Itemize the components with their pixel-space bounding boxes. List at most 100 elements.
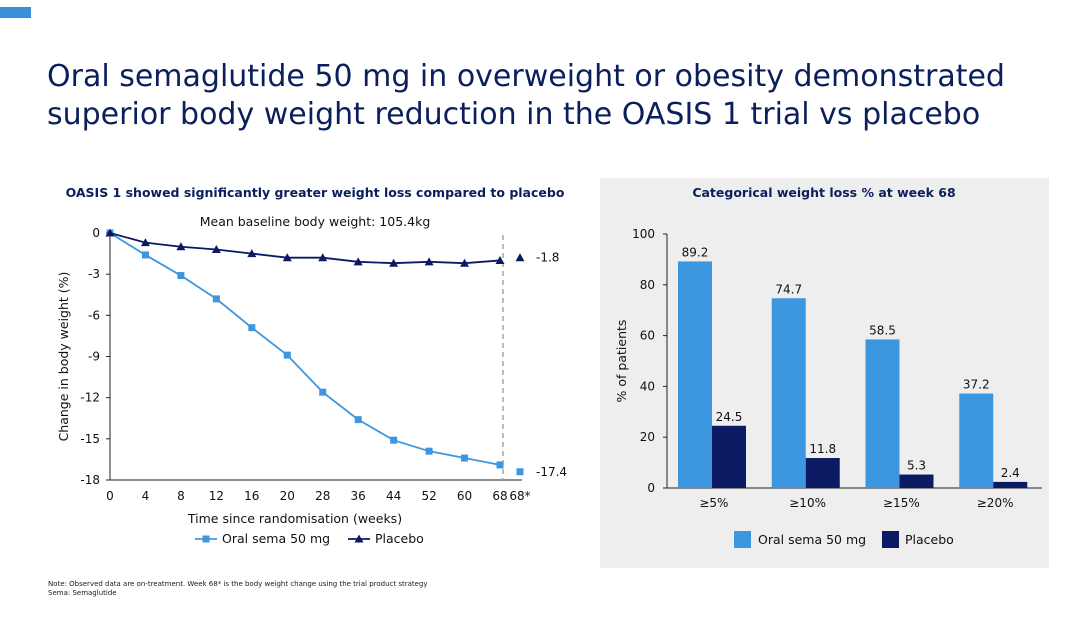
data-point-placebo bbox=[105, 228, 115, 237]
legend-marker-placebo bbox=[354, 534, 364, 543]
line-chart-x-tick-label: 60 bbox=[457, 489, 472, 503]
data-point-placebo bbox=[389, 258, 399, 267]
accent-bar bbox=[0, 7, 31, 18]
legend-swatch-oral-sema bbox=[734, 531, 751, 548]
data-point-placebo bbox=[140, 238, 150, 247]
end-marker-oral-sema bbox=[516, 468, 524, 476]
line-chart-y-tick-label: -15 bbox=[80, 432, 100, 446]
bar-value-label-placebo: 2.4 bbox=[1001, 466, 1020, 480]
line-chart-x-tick-label: 28 bbox=[315, 489, 330, 503]
bar-chart-title: Categorical weight loss % at week 68 bbox=[692, 185, 955, 200]
bar-placebo bbox=[805, 458, 840, 488]
bar-chart-category-label: ≥20% bbox=[977, 496, 1014, 510]
series-line-placebo bbox=[109, 232, 501, 265]
data-point-placebo bbox=[460, 258, 470, 267]
data-point-oral-sema bbox=[461, 454, 469, 462]
series-placebo: -1.8 bbox=[105, 228, 559, 267]
data-point-oral-sema bbox=[390, 436, 398, 444]
legend-label-oral-sema: Oral sema 50 mg bbox=[758, 532, 866, 547]
line-chart-x-tick-label: 68* bbox=[509, 489, 530, 503]
bar-value-label-oral-sema: 89.2 bbox=[682, 245, 709, 259]
legend-label-oral-sema: Oral sema 50 mg bbox=[222, 531, 330, 546]
data-point-oral-sema bbox=[425, 447, 433, 455]
series-oral-sema: -17.4 bbox=[106, 229, 567, 479]
data-point-placebo bbox=[318, 253, 328, 262]
line-chart-x-tick-label: 0 bbox=[106, 489, 114, 503]
line-chart-x-tick-label: 52 bbox=[421, 489, 436, 503]
line-chart-x-label: Time since randomisation (weeks) bbox=[187, 511, 402, 526]
footnote: Note: Observed data are on-treatment. We… bbox=[48, 580, 428, 598]
legend-marker-oral-sema bbox=[202, 535, 210, 543]
data-point-placebo bbox=[495, 255, 505, 264]
series-line-oral-sema bbox=[109, 232, 501, 466]
data-point-placebo bbox=[211, 244, 221, 253]
line-chart-x-tick-label: 16 bbox=[244, 489, 259, 503]
bar-chart-panel bbox=[600, 178, 1049, 568]
data-point-oral-sema bbox=[319, 388, 327, 396]
bar-oral-sema bbox=[959, 393, 994, 488]
data-point-oral-sema bbox=[283, 351, 291, 359]
data-point-placebo bbox=[424, 257, 434, 266]
bar-value-label-oral-sema: 58.5 bbox=[869, 323, 896, 337]
line-chart-x-tick-label: 8 bbox=[177, 489, 185, 503]
bar-placebo bbox=[993, 481, 1028, 488]
bar-placebo bbox=[899, 474, 934, 488]
bar-value-label-placebo: 5.3 bbox=[907, 459, 926, 473]
bar-value-label-oral-sema: 37.2 bbox=[963, 378, 990, 392]
page-title-line-1: Oral semaglutide 50 mg in overweight or … bbox=[47, 59, 1005, 94]
data-point-oral-sema bbox=[354, 416, 362, 424]
bar-chart-category-label: ≥5% bbox=[699, 496, 728, 510]
end-label-oral-sema: -17.4 bbox=[536, 465, 567, 479]
line-chart-y-tick-label: -3 bbox=[88, 267, 100, 281]
data-point-oral-sema bbox=[496, 461, 504, 469]
line-chart-y-tick-label: -6 bbox=[88, 308, 100, 322]
bar-chart-y-tick-label: 60 bbox=[640, 329, 655, 343]
bar-chart: Categorical weight loss % at week 68 0 20 4… bbox=[614, 185, 1042, 548]
data-point-oral-sema bbox=[177, 272, 185, 280]
bar-chart-y-tick-label: 40 bbox=[640, 379, 655, 393]
line-chart-x-tick-label: 36 bbox=[351, 489, 366, 503]
line-chart-x-tick-label: 20 bbox=[280, 489, 295, 503]
line-chart-y-tick-label: -18 bbox=[80, 473, 100, 487]
data-point-placebo bbox=[353, 257, 363, 266]
line-chart-y-tick-label: -9 bbox=[88, 350, 100, 364]
bar-chart-y-tick-label: 20 bbox=[640, 430, 655, 444]
page-title-line-2: superior body weight reduction in the OA… bbox=[47, 97, 981, 132]
bar-placebo bbox=[712, 425, 746, 488]
line-chart-x-tick-label: 12 bbox=[209, 489, 224, 503]
data-point-oral-sema bbox=[248, 324, 256, 332]
bar-chart-y-tick-label: 80 bbox=[640, 278, 655, 292]
bar-chart-category-label: ≥15% bbox=[883, 496, 920, 510]
line-chart-title: OASIS 1 showed significantly greater wei… bbox=[66, 185, 565, 200]
bar-chart-y-label: % of patients bbox=[614, 320, 629, 403]
data-point-oral-sema bbox=[212, 295, 220, 303]
bar-value-label-oral-sema: 74.7 bbox=[775, 282, 802, 296]
line-chart-x-tick-label: 44 bbox=[386, 489, 401, 503]
bar-value-label-placebo: 24.5 bbox=[716, 410, 743, 424]
end-marker-placebo bbox=[515, 253, 525, 262]
bar-oral-sema bbox=[678, 261, 712, 488]
end-label-placebo: -1.8 bbox=[536, 251, 559, 265]
line-chart-x-tick-label: 4 bbox=[142, 489, 150, 503]
legend-label-placebo: Placebo bbox=[375, 531, 424, 546]
bar-value-label-placebo: 11.8 bbox=[809, 442, 836, 456]
data-point-placebo bbox=[176, 242, 186, 251]
data-point-oral-sema bbox=[141, 251, 149, 259]
line-chart-x-tick-label: 68 bbox=[492, 489, 507, 503]
line-chart-subtitle: Mean baseline body weight: 105.4kg bbox=[200, 214, 431, 229]
bar-oral-sema bbox=[771, 298, 806, 488]
footnote-line-2: Sema: Semaglutide bbox=[48, 589, 117, 597]
line-chart-y-tick-label: -12 bbox=[80, 391, 100, 405]
data-point-placebo bbox=[282, 253, 292, 262]
legend-swatch-placebo bbox=[882, 531, 899, 548]
bar-chart-y-tick-label: 0 bbox=[647, 481, 655, 495]
bar-chart-y-tick-label: 100 bbox=[632, 227, 655, 241]
line-chart-y-label: Change in body weight (%) bbox=[56, 272, 71, 442]
data-point-placebo bbox=[247, 249, 257, 258]
footnote-line-1: Note: Observed data are on-treatment. We… bbox=[48, 580, 428, 588]
line-chart-y-tick-label: 0 bbox=[92, 226, 100, 240]
line-chart: OASIS 1 showed significantly greater wei… bbox=[56, 185, 567, 546]
bar-chart-category-label: ≥10% bbox=[789, 496, 826, 510]
bar-oral-sema bbox=[865, 339, 900, 488]
legend-label-placebo: Placebo bbox=[905, 532, 954, 547]
